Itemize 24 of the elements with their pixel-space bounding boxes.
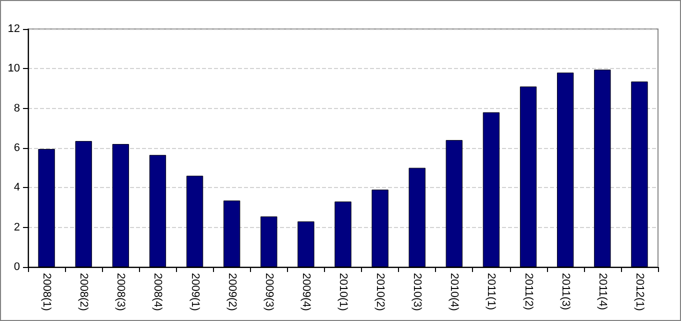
y-tick-label: 12 <box>8 23 20 35</box>
x-tick-label: 2011(1) <box>485 273 498 310</box>
x-tick-label: 2010(3) <box>411 273 424 311</box>
x-tick-label: 2011(3) <box>559 273 572 310</box>
x-tick-label: 2011(2) <box>522 273 534 310</box>
y-tick-label: 2 <box>14 221 20 234</box>
x-tick-label: 2008(1) <box>40 273 53 311</box>
x-tick-label: 2011(4) <box>596 273 608 310</box>
x-tick-label: 2012(1) <box>633 273 646 311</box>
x-tick-label: 2010(4) <box>448 273 460 311</box>
x-tick-label: 2008(2) <box>78 273 90 311</box>
x-tick-label: 2009(3) <box>262 273 275 311</box>
y-tick-label: 8 <box>14 102 20 114</box>
x-tick-label: 2008(4) <box>152 273 164 311</box>
y-tick-label: 10 <box>8 62 20 75</box>
x-tick-label: 2009(4) <box>300 273 312 311</box>
x-tick-label: 2009(2) <box>226 273 238 311</box>
x-tick-label: 2010(2) <box>374 273 386 311</box>
y-tick-label: 0 <box>14 261 20 273</box>
x-tick-label: 2010(1) <box>337 273 349 311</box>
x-tick-label: 2008(3) <box>114 273 127 311</box>
y-tick-label: 6 <box>14 142 20 154</box>
x-tick-label: 2009(1) <box>188 273 201 311</box>
y-tick-label: 4 <box>14 182 20 194</box>
